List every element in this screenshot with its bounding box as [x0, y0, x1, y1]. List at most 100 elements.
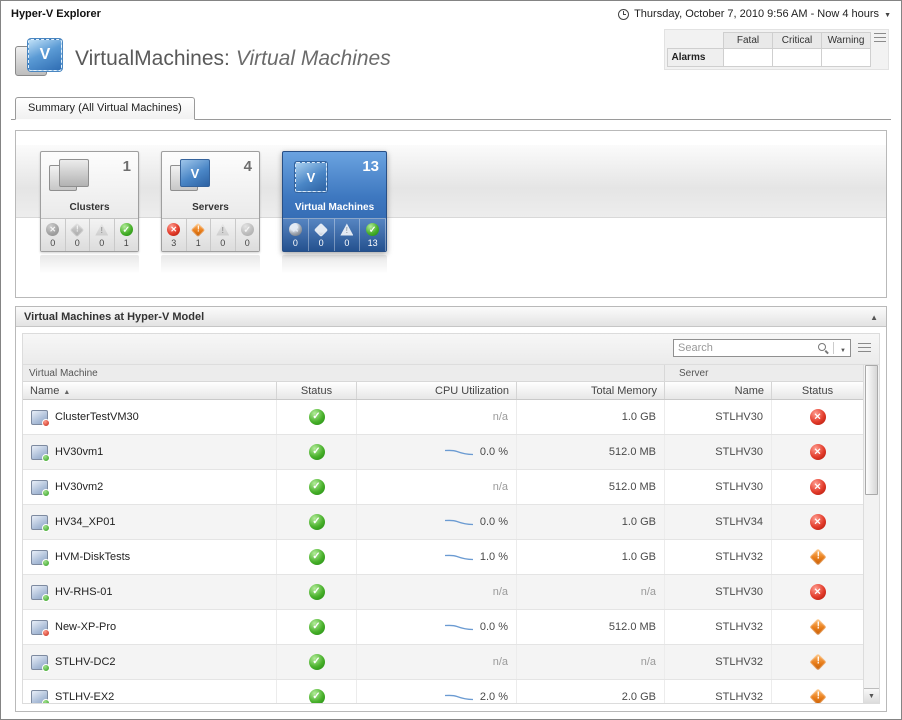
tile-clusters[interactable]: 1 Clusters 0 0 0 1: [40, 151, 139, 252]
column-header-cpu-utilization[interactable]: CPU Utilization: [357, 382, 517, 399]
server-status-cell: [772, 575, 863, 609]
status-count: 0: [344, 238, 350, 248]
status-count: 0: [99, 238, 105, 248]
vm-name-cell: HVM-DiskTests: [23, 540, 277, 574]
vm-name-cell: HV30vm2: [23, 470, 277, 504]
tile-count: 1: [122, 158, 131, 175]
vm-icon: [31, 549, 50, 567]
status-normal-icon: [240, 223, 254, 236]
cpu-value: 0.0 %: [479, 621, 508, 633]
chevron-down-icon[interactable]: [884, 8, 891, 20]
column-header-server-name[interactable]: Name: [665, 382, 772, 399]
vm-icon: [31, 654, 50, 672]
table-row[interactable]: New-XP-Pro 0.0 % 512.0 MB STLHV32: [23, 610, 863, 645]
search-options-chevron-icon[interactable]: [836, 339, 850, 357]
column-header-total-memory[interactable]: Total Memory: [517, 382, 665, 399]
vertical-scrollbar[interactable]: [863, 365, 879, 703]
memory-value: 1.0 GB: [621, 551, 656, 563]
time-range-selector[interactable]: Thursday, October 7, 2010 9:56 AM - Now …: [618, 8, 891, 20]
tile-status-warning: 0: [211, 219, 236, 251]
status-critical-icon: [809, 548, 826, 566]
column-header-vm-name[interactable]: Name: [23, 382, 277, 399]
topology-tiles-panel: 1Clusters0001V4Servers3100V13Virtual Mac…: [15, 130, 887, 298]
search-input[interactable]: [674, 342, 818, 354]
tile-status-fatal: 0: [283, 219, 309, 251]
alarms-col-warning: Warning: [821, 32, 871, 49]
tile-status-fatal: 0: [41, 219, 66, 251]
scrollbar-thumb[interactable]: [865, 365, 878, 495]
alarms-critical-value[interactable]: [772, 48, 822, 67]
scrollbar-down-button[interactable]: [864, 688, 879, 703]
server-name: STLHV32: [715, 656, 763, 668]
tile-virtual-machines[interactable]: V 13 Virtual Machines 0 0 0 13: [282, 151, 387, 252]
vm-icon: [31, 514, 50, 532]
vm-status-cell: [277, 400, 357, 434]
table-row[interactable]: STLHV-EX2 2.0 % 2.0 GB STLHV32: [23, 680, 863, 703]
clusters-icon: [49, 159, 89, 196]
alarms-warning-value[interactable]: [821, 48, 871, 67]
app-title: Hyper-V Explorer: [11, 8, 101, 20]
table-row[interactable]: STLHV-DC2 n/a n/a STLHV32: [23, 645, 863, 680]
tile-status-critical: 1: [187, 219, 211, 251]
tile-top: 1: [41, 152, 138, 202]
column-header-server-status[interactable]: Status: [801, 384, 834, 397]
tile-reflection: [161, 255, 260, 277]
cpu-utilization-cell: 2.0 %: [357, 680, 517, 703]
server-name: STLHV30: [715, 411, 763, 423]
status-normal-icon: [308, 409, 325, 425]
table-row[interactable]: HV30vm1 0.0 % 512.0 MB STLHV30: [23, 435, 863, 470]
status-fatal-icon: [167, 223, 181, 236]
server-name: STLHV30: [715, 481, 763, 493]
table-row[interactable]: HVM-DiskTests 1.0 % 1.0 GB STLHV32: [23, 540, 863, 575]
vm-status-cell: [277, 435, 357, 469]
column-header-vm-status[interactable]: Status: [277, 382, 357, 399]
total-memory-cell: 512.0 MB: [517, 470, 665, 504]
status-count: 0: [292, 238, 298, 248]
vm-name: HV30vm1: [55, 446, 104, 458]
total-memory-cell: n/a: [517, 645, 665, 679]
group-server: Server: [679, 367, 709, 379]
collapse-panel-icon[interactable]: [870, 311, 878, 323]
page-title-suffix: Virtual Machines: [235, 47, 391, 70]
server-name: STLHV30: [715, 586, 763, 598]
server-name-cell: STLHV34: [665, 505, 772, 539]
customize-columns-icon[interactable]: [858, 343, 871, 354]
tab-summary-all-virtual-machines[interactable]: Summary (All Virtual Machines): [15, 97, 195, 120]
group-virtual-machine: Virtual Machine: [23, 365, 665, 381]
table-row[interactable]: HV-RHS-01 n/a n/a STLHV30: [23, 575, 863, 610]
server-name-cell: STLHV32: [665, 645, 772, 679]
table-row[interactable]: HV30vm2 n/a 512.0 MB STLHV30: [23, 470, 863, 505]
table-toolbar: [23, 334, 879, 365]
tile-servers[interactable]: V4Servers3100: [161, 151, 260, 252]
tile-status-normal: 1: [115, 219, 139, 251]
vm-status-cell: [277, 680, 357, 703]
tile-count: 13: [362, 158, 379, 175]
status-count: 3: [171, 238, 177, 248]
total-memory-cell: 2.0 GB: [517, 680, 665, 703]
status-count: 0: [220, 238, 226, 248]
table-row[interactable]: ClusterTestVM30 n/a 1.0 GB STLHV30: [23, 400, 863, 435]
cpu-sparkline: [444, 691, 474, 703]
vm-icon: [31, 584, 50, 602]
tile-name: Virtual Machines: [294, 202, 375, 213]
alarms-summary-panel: Fatal Critical Warning Alarms: [663, 29, 889, 70]
status-fatal-icon: [809, 584, 826, 600]
cpu-value: 1.0 %: [479, 551, 508, 563]
tile-status-bar: 3 1 0 0: [162, 218, 259, 251]
status-warning-icon: [216, 223, 230, 236]
status-count: 0: [318, 238, 324, 248]
cpu-sparkline: [444, 446, 474, 458]
memory-value: 2.0 GB: [621, 691, 656, 703]
table-row[interactable]: HV34_XP01 0.0 % 1.0 GB STLHV34: [23, 505, 863, 540]
vm-name-cell: STLHV-EX2: [23, 680, 277, 703]
na-value: n/a: [492, 481, 508, 493]
alarms-fatal-value[interactable]: [723, 48, 773, 67]
status-normal-icon: [308, 514, 325, 530]
alarms-col-fatal: Fatal: [723, 32, 773, 49]
sort-ascending-icon: [63, 385, 70, 397]
server-status-cell: [772, 400, 863, 434]
alarms-options-icon[interactable]: [874, 33, 886, 43]
server-status-cell: [772, 540, 863, 574]
search-icon[interactable]: [817, 342, 830, 355]
